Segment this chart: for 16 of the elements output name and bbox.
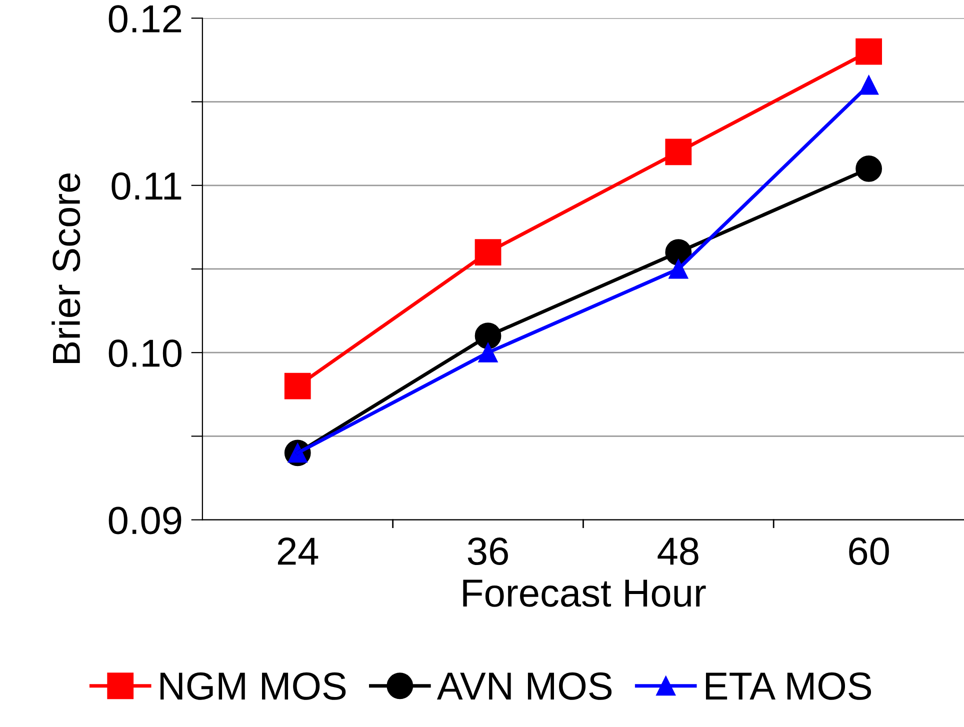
point — [856, 155, 882, 182]
legend-label: AVN MOS — [436, 672, 612, 700]
point — [856, 38, 882, 65]
x-tick-label: 48 — [658, 538, 698, 566]
point — [284, 372, 311, 400]
x-tick-label: 60 — [849, 538, 889, 566]
legend-label: NGM MOS — [160, 672, 346, 700]
y-axis-title: Brier Score — [52, 173, 80, 364]
x-axis-title: Forecast Hour — [463, 580, 706, 607]
x-tick-label: 24 — [278, 538, 318, 565]
y-tick-label: 0.10 — [108, 340, 182, 368]
x-tick-label: 36 — [468, 538, 508, 566]
y-tick-label: 0.09 — [108, 506, 182, 534]
y-tick-label: 0.11 — [112, 172, 182, 200]
legend-label: ETA MOS — [706, 672, 872, 700]
y-tick-label: 0.12 — [108, 5, 182, 33]
